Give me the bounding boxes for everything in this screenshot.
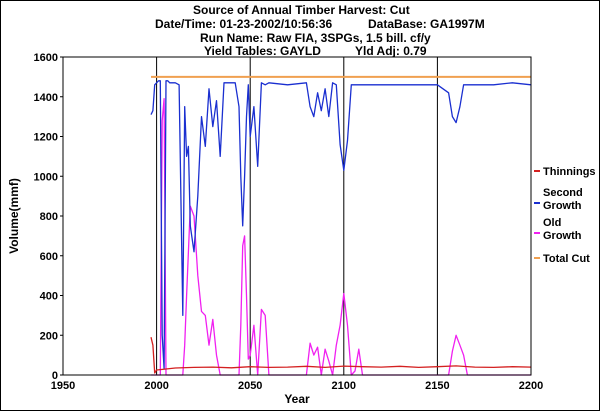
datetime-label: Date/Time: 01-23-2002/10:56:36 (155, 17, 333, 31)
run-name-label: Run Name: Raw FIA, 3SPGs, 1.5 bill. cf/y (200, 31, 431, 45)
grid-lines (156, 57, 438, 375)
legend-label: Total Cut (543, 253, 590, 265)
x-tick-label: 2150 (425, 380, 449, 392)
y-tick-label: 1600 (34, 52, 58, 64)
y-tick-label: 400 (40, 291, 58, 303)
y-tick-label: 200 (40, 330, 58, 342)
x-axis-title: Year (284, 392, 310, 406)
y-axis-title: Volume(mmf) (7, 178, 21, 254)
legend: Thinnings Second Growth Old Growth Total Cut (534, 166, 596, 265)
yld-adj-label: Yld Adj: 0.79 (355, 44, 427, 58)
y-tick-label: 1400 (34, 92, 58, 104)
x-tick-label: 2000 (144, 380, 168, 392)
y-axis-ticks: 0 200 400 600 800 1000 1200 1400 1600 (34, 52, 63, 382)
y-tick-label: 800 (40, 211, 58, 223)
series-line-old-growth (151, 98, 531, 376)
x-tick-label: 2050 (238, 380, 262, 392)
series-layer (150, 75, 532, 376)
x-tick-label: 2200 (519, 380, 543, 392)
database-label: DataBase: GA1997M (368, 17, 485, 31)
x-tick-label: 1950 (51, 380, 75, 392)
legend-label: Old Growth (543, 217, 582, 242)
yield-tables-label: Yield Tables: GAYLD (204, 44, 321, 58)
x-axis-ticks: 1950 2000 2050 2100 2150 2200 (51, 380, 543, 392)
y-tick-label: 1200 (34, 132, 58, 144)
series-line-second-growth (150, 80, 532, 370)
x-tick-label: 2100 (332, 380, 356, 392)
y-tick-label: 600 (40, 251, 58, 263)
chart-title: Source of Annual Timber Harvest: Cut (193, 3, 410, 17)
legend-label: Second Growth (543, 187, 583, 212)
series-line-thinnings (150, 337, 532, 374)
y-tick-label: 1000 (34, 171, 58, 183)
legend-label: Thinnings (543, 166, 596, 178)
y-tick-label: 0 (52, 370, 58, 382)
